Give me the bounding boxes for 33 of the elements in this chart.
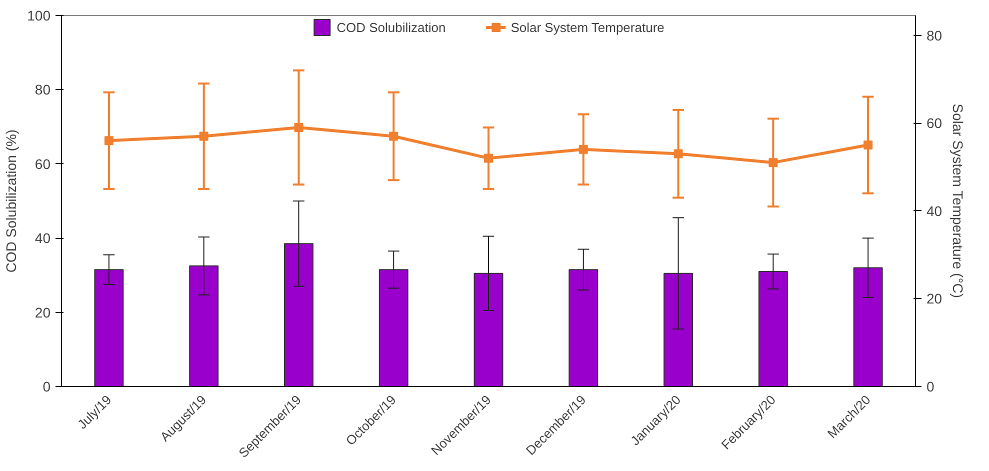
y-tick-label: 60	[34, 156, 51, 172]
y2-tick-label: 80	[926, 27, 942, 44]
point	[674, 149, 683, 158]
point	[104, 136, 114, 146]
point	[484, 154, 493, 163]
point	[578, 144, 588, 154]
y2-tick-label: 60	[926, 115, 942, 132]
y-tick-label: 20	[34, 304, 51, 320]
bar	[568, 269, 598, 386]
y2-tick-label: 0	[926, 378, 934, 394]
y-tick-label: 80	[34, 82, 51, 98]
point	[199, 132, 208, 141]
y2-tick-label: 20	[926, 290, 942, 307]
bar	[664, 272, 694, 386]
point	[768, 158, 778, 168]
legend-label: Solar System Temperature	[510, 20, 664, 34]
point	[864, 140, 873, 150]
y-axis-title: COD Solubilization (%)	[3, 129, 20, 273]
bar	[758, 270, 788, 386]
y2-axis-title: Solar System Temperature (°C)	[950, 104, 966, 298]
y-tick-label: 40	[34, 230, 51, 246]
bar	[94, 269, 124, 386]
bar	[378, 269, 408, 386]
y2-tick-label: 40	[926, 202, 942, 219]
point	[389, 132, 398, 141]
bar	[853, 267, 883, 386]
point	[294, 122, 304, 132]
bar	[189, 265, 219, 386]
legend-label: COD Solubilization	[336, 20, 446, 34]
y-tick-label: 0	[42, 378, 51, 394]
bar	[284, 243, 314, 386]
bar	[474, 272, 504, 386]
y-tick-label: 100	[27, 8, 51, 24]
